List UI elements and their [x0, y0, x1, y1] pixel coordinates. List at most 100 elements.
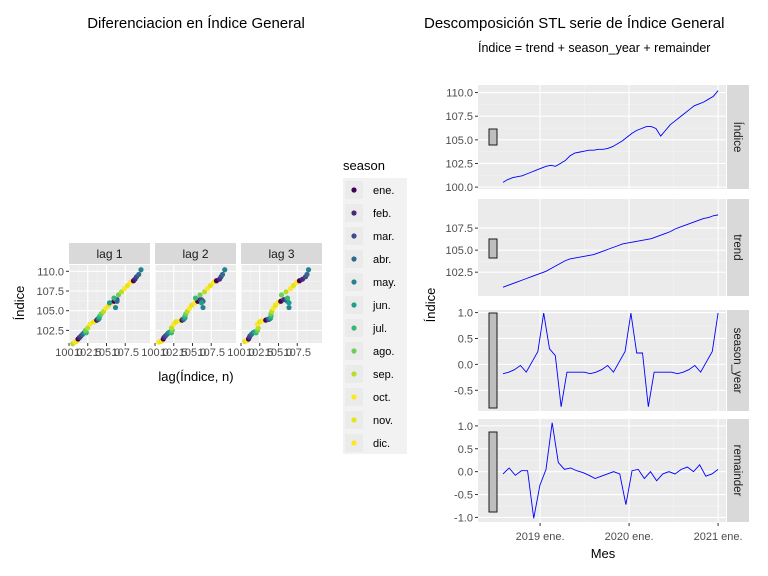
legend-label: oct. [373, 392, 391, 404]
panel-strip [727, 310, 749, 411]
y-tick-label: -1.0 [454, 512, 473, 524]
data-point [198, 300, 205, 306]
scale-bar [488, 238, 498, 259]
legend-label: nov. [373, 415, 393, 427]
data-point [112, 304, 119, 311]
stl-panel [478, 310, 726, 411]
left-y-axis-label: Índice [12, 286, 27, 321]
stl-panel [478, 85, 726, 189]
series-line [502, 90, 719, 183]
scale-bar [488, 128, 498, 146]
x-tick-label: 2019 ene. [516, 531, 565, 543]
series-line [502, 214, 719, 288]
right-x-axis-label: Mes [591, 546, 616, 561]
legend-label: sep. [373, 369, 394, 381]
y-tick-label: 105.0 [445, 135, 473, 147]
y-tick-label: 1.0 [458, 308, 473, 320]
panel-strip [727, 419, 749, 522]
legend-swatch [351, 256, 357, 262]
data-point [219, 271, 226, 278]
stl-panels: Índice 100.0 102.5 105.0 107.5 110.0 trend 102.… [445, 85, 749, 543]
data-point [138, 267, 144, 273]
y-tick-label: -0.5 [454, 385, 473, 397]
legend-swatch [351, 302, 357, 308]
data-point [222, 267, 228, 273]
legend-label: abr. [373, 254, 391, 266]
legend-label: may. [373, 277, 396, 289]
x-tick-label: 100.0 [55, 347, 83, 359]
x-tick-label: 102.5 [246, 347, 274, 359]
legend-swatch [351, 279, 357, 285]
y-tick-label: 107.5 [36, 286, 64, 298]
y-tick-label: 110.0 [37, 266, 64, 278]
legend-background [343, 178, 407, 454]
y-tick-label: 102.5 [445, 158, 473, 170]
facet-strip [155, 243, 236, 264]
x-tick-label: 100.0 [227, 347, 255, 359]
data-point [255, 325, 261, 331]
legend-swatch [351, 394, 357, 400]
facet-strip [69, 243, 150, 264]
x-tick-label: 105.0 [265, 347, 293, 359]
y-tick-label: 102.5 [36, 325, 64, 337]
legend-swatch [351, 210, 357, 216]
facet-strip-label: lag 1 [96, 247, 122, 261]
data-point [286, 304, 292, 311]
legend-label: dic. [373, 438, 390, 450]
x-tick-label: 107.5 [111, 347, 139, 359]
y-tick-label: 0.0 [458, 359, 473, 371]
x-tick-label: 107.5 [283, 347, 311, 359]
legend-label: ene. [373, 185, 394, 197]
data-point [106, 300, 113, 306]
facet-strip-label: lag 3 [268, 247, 294, 261]
x-tick-label: 105.0 [93, 347, 121, 359]
legend-label: mar. [373, 231, 394, 243]
data-point [87, 321, 93, 327]
data-point [286, 300, 292, 306]
legend-swatch [351, 440, 357, 446]
legend-label: jun. [372, 300, 391, 312]
y-tick-label: 1.0 [458, 421, 473, 433]
y-tick-label: -0.5 [454, 490, 473, 502]
data-point [111, 295, 117, 301]
x-tick-label: 105.0 [179, 347, 207, 359]
y-tick-label: 105.0 [445, 245, 473, 257]
season-legend: season ene. feb. mar. abr. may. jun. jul. ago. s… [343, 158, 407, 454]
left-x-axis-label: lag(Índice, n) [158, 369, 233, 384]
legend-swatch [351, 371, 357, 377]
x-tick-label: 2021 ene. [694, 531, 743, 543]
left-chart-title: Diferenciacion en Índice General [87, 15, 305, 32]
legend-label: ago. [373, 346, 394, 358]
panel-strip [727, 85, 749, 189]
x-tick-label: 2020 ene. [605, 531, 654, 543]
y-tick-label: 105.0 [36, 306, 64, 318]
x-tick-label: 102.5 [160, 347, 188, 359]
stl-panel [478, 419, 726, 522]
legend-swatch [351, 187, 357, 193]
data-point [200, 304, 206, 311]
series-line [502, 313, 719, 407]
data-point [304, 271, 310, 278]
scale-bar [488, 312, 498, 409]
y-tick-label: 0.5 [458, 333, 473, 345]
right-chart-subtitle: Índice = trend + season_year + remainder [478, 40, 710, 55]
stl-panel [478, 199, 726, 296]
x-tick-label: 102.5 [74, 347, 102, 359]
panel-strip [727, 199, 749, 296]
y-tick-label: 0.5 [458, 444, 473, 456]
legend-swatch [351, 325, 357, 331]
y-tick-label: 0.0 [458, 467, 473, 479]
y-tick-label: 107.5 [445, 111, 473, 123]
legend-label: jul. [372, 323, 387, 335]
data-point [136, 271, 142, 278]
y-tick-label: 102.5 [445, 267, 473, 279]
data-point [305, 267, 312, 273]
facet-strip [241, 243, 322, 264]
legend-label: feb. [373, 208, 391, 220]
scale-bar [488, 431, 498, 513]
data-point [168, 325, 175, 331]
x-tick-label: 107.5 [197, 347, 225, 359]
y-tick-label: 100.0 [445, 182, 473, 194]
legend-swatch [351, 348, 357, 354]
